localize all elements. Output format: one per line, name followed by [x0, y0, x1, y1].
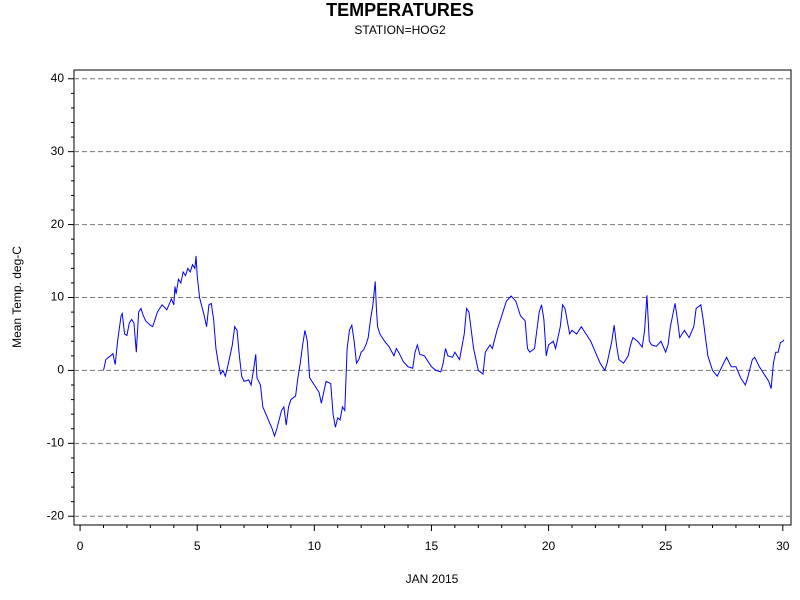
y-axis-label: Mean Temp. deg-C: [10, 246, 24, 348]
x-axis-label: JAN 2015: [406, 572, 459, 586]
chart-title: TEMPERATURES: [326, 0, 474, 20]
x-tick-label: 0: [77, 539, 84, 553]
y-tick-label: -20: [47, 508, 65, 522]
x-tick-label: 30: [776, 539, 790, 553]
x-tick-label: 20: [542, 539, 556, 553]
y-tick-label: 20: [51, 217, 65, 231]
x-tick-label: 25: [659, 539, 673, 553]
chart-subtitle: STATION=HOG2: [354, 23, 446, 37]
y-tick-label: 0: [57, 363, 64, 377]
temperature-line: [103, 255, 785, 438]
y-tick-label: 10: [51, 290, 65, 304]
y-tick-label: 30: [51, 144, 65, 158]
x-tick-label: 5: [194, 539, 201, 553]
y-tick-label: -10: [47, 436, 65, 450]
y-tick-label: 40: [51, 71, 65, 85]
x-tick-label: 15: [425, 539, 439, 553]
x-tick-label: 10: [308, 539, 322, 553]
